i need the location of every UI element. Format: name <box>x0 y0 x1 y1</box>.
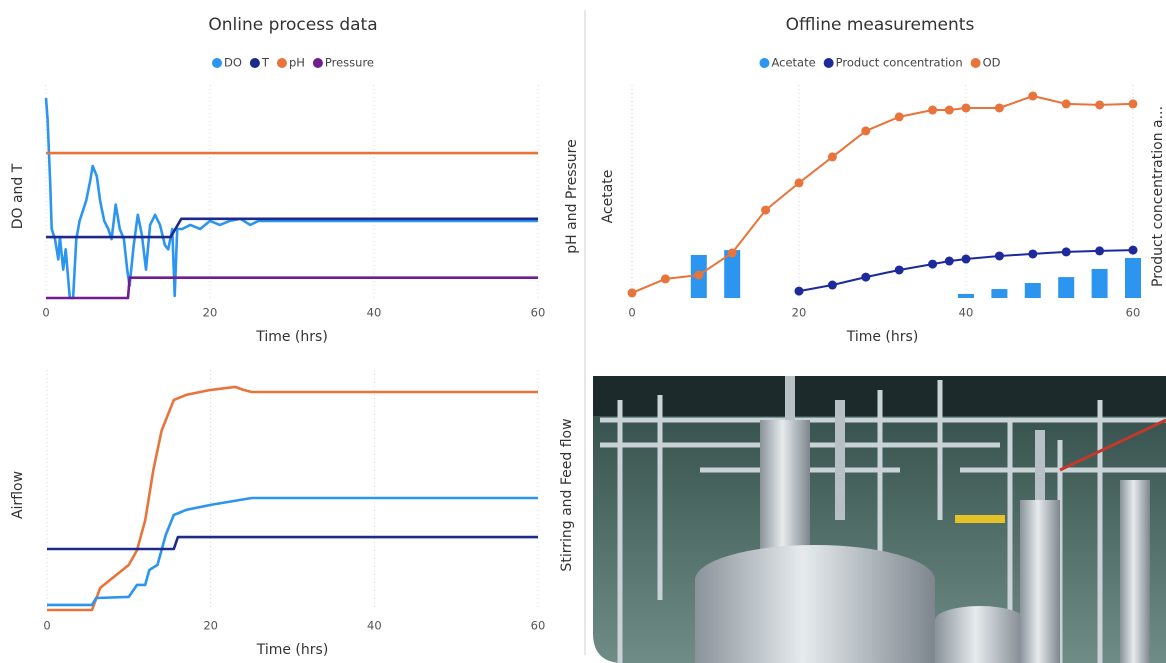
x-tick-label: 0 <box>43 619 50 633</box>
point <box>795 178 804 187</box>
legend-marker <box>824 58 834 68</box>
x-axis-label: Time (hrs) <box>846 329 919 345</box>
point <box>928 260 937 269</box>
y-axis-label: Airflow <box>10 471 26 519</box>
point <box>895 265 904 274</box>
legend-label: DO <box>224 56 242 70</box>
legend-label: Product concentration <box>836 56 963 70</box>
point <box>661 274 670 283</box>
x-tick-label: 20 <box>203 306 218 320</box>
point <box>962 103 971 112</box>
point <box>761 206 770 215</box>
y2-axis-label: Stirring and Feed flow <box>559 418 575 571</box>
y-axis-label: Acetate <box>600 170 616 224</box>
point <box>995 103 1004 112</box>
legend-label: Pressure <box>325 56 374 70</box>
legend-label: pH <box>289 56 305 70</box>
point <box>828 281 837 290</box>
x-tick-label: 20 <box>792 306 807 320</box>
y2-axis-label: Product concentration a... <box>1150 106 1166 287</box>
legend-label: Acetate <box>771 56 815 70</box>
chart-title: Offline measurements <box>786 15 975 35</box>
point <box>1129 246 1138 255</box>
x-tick-label: 60 <box>531 619 546 633</box>
x-tick-label: 60 <box>1126 306 1141 320</box>
point <box>728 248 737 257</box>
x-tick-label: 20 <box>203 619 218 633</box>
legend-marker <box>313 58 323 68</box>
point <box>945 257 954 266</box>
point <box>928 106 937 115</box>
x-tick-label: 0 <box>628 306 635 320</box>
bar <box>1092 269 1108 298</box>
legend-label: T <box>261 56 270 70</box>
point <box>1028 92 1037 101</box>
point <box>694 271 703 280</box>
legend-marker <box>212 58 222 68</box>
point <box>795 287 804 296</box>
plant-photo <box>593 376 1166 663</box>
x-tick-label: 0 <box>42 306 49 320</box>
y-axis-label: DO and T <box>10 163 26 229</box>
point <box>1095 100 1104 109</box>
x-tick-label: 40 <box>959 306 974 320</box>
legend-marker <box>277 58 287 68</box>
point <box>1062 247 1071 256</box>
bar <box>958 294 974 298</box>
x-tick-label: 40 <box>367 306 382 320</box>
point <box>995 251 1004 260</box>
x-tick-label: 60 <box>531 306 546 320</box>
x-axis-label: Time (hrs) <box>255 329 328 345</box>
point <box>1062 99 1071 108</box>
y2-axis-label: pH and Pressure <box>564 139 580 253</box>
dashboard: Online process data Time (hrs) DO and T pH … <box>0 0 1166 663</box>
legend-label: OD <box>983 56 1001 70</box>
legend-marker <box>971 58 981 68</box>
x-tick-label: 40 <box>367 619 382 633</box>
series-line <box>47 537 538 549</box>
legend-marker <box>759 58 769 68</box>
series-line <box>632 96 1133 293</box>
bar <box>1025 283 1041 298</box>
legend-marker <box>250 58 260 68</box>
point <box>628 288 637 297</box>
point <box>828 152 837 161</box>
point <box>1028 249 1037 258</box>
legend: Acetate Product concentration OD <box>759 56 1000 70</box>
bar <box>1125 258 1141 298</box>
point <box>945 106 954 115</box>
x-axis-label: Time (hrs) <box>256 642 329 658</box>
point <box>861 126 870 135</box>
bar <box>991 289 1007 298</box>
point <box>962 255 971 264</box>
point <box>1129 99 1138 108</box>
point <box>861 273 870 282</box>
bar <box>1058 277 1074 298</box>
chart-title: Online process data <box>208 15 377 35</box>
point <box>895 112 904 121</box>
series-line <box>46 278 538 298</box>
series-line <box>47 498 538 605</box>
series-line <box>46 98 538 298</box>
point <box>1095 246 1104 255</box>
